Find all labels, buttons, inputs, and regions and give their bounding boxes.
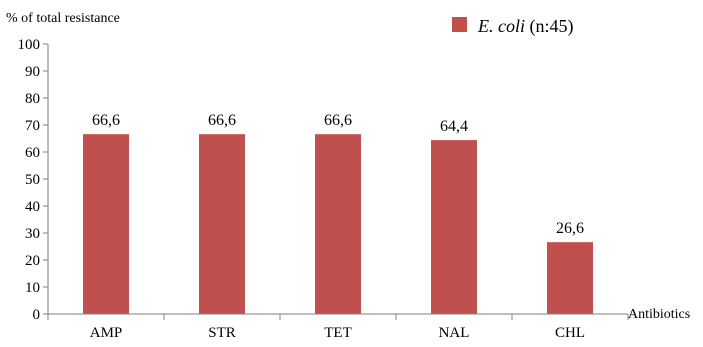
bar-nal <box>431 140 477 314</box>
x-tick-label-chl: CHL <box>555 325 585 341</box>
y-axis: 0 10 20 30 40 50 60 70 80 90 100 <box>18 37 48 323</box>
y-tick-label: 70 <box>25 118 40 134</box>
data-label-tet: 66,6 <box>324 112 352 129</box>
y-tick-label: 10 <box>25 280 40 296</box>
axes <box>47 44 628 315</box>
x-tick-label-amp: AMP <box>90 325 123 341</box>
legend-swatch <box>452 17 467 32</box>
y-tick-label: 0 <box>33 307 41 323</box>
bar-chl <box>547 242 593 314</box>
y-tick-label: 40 <box>25 199 40 215</box>
legend-label: E. coli (n:45) <box>477 16 574 37</box>
x-tick-label-tet: TET <box>324 325 352 341</box>
data-label-nal: 64,4 <box>440 118 468 135</box>
y-tick-label: 100 <box>18 37 41 53</box>
y-tick-label: 80 <box>25 91 40 107</box>
legend: E. coli (n:45) <box>452 16 574 37</box>
y-tick-label: 20 <box>25 253 40 269</box>
bar-str <box>199 134 245 314</box>
y-tick-label: 50 <box>25 172 40 188</box>
bar-tet <box>315 134 361 314</box>
bar-amp <box>83 134 129 314</box>
y-tick-label: 90 <box>25 64 40 80</box>
y-tick-label: 60 <box>25 145 40 161</box>
y-axis-title: % of total resistance <box>6 11 120 26</box>
x-axis: AMP STR TET NAL CHL <box>47 314 629 341</box>
bar-series: 66,6 66,6 66,6 64,4 26,6 <box>83 112 593 314</box>
x-tick-label-nal: NAL <box>439 325 470 341</box>
x-tick-label-str: STR <box>208 325 236 341</box>
x-axis-title: Antibiotics <box>628 307 690 322</box>
data-label-chl: 26,6 <box>556 220 584 237</box>
data-label-amp: 66,6 <box>92 112 120 129</box>
y-tick-label: 30 <box>25 226 40 242</box>
data-label-str: 66,6 <box>208 112 236 129</box>
